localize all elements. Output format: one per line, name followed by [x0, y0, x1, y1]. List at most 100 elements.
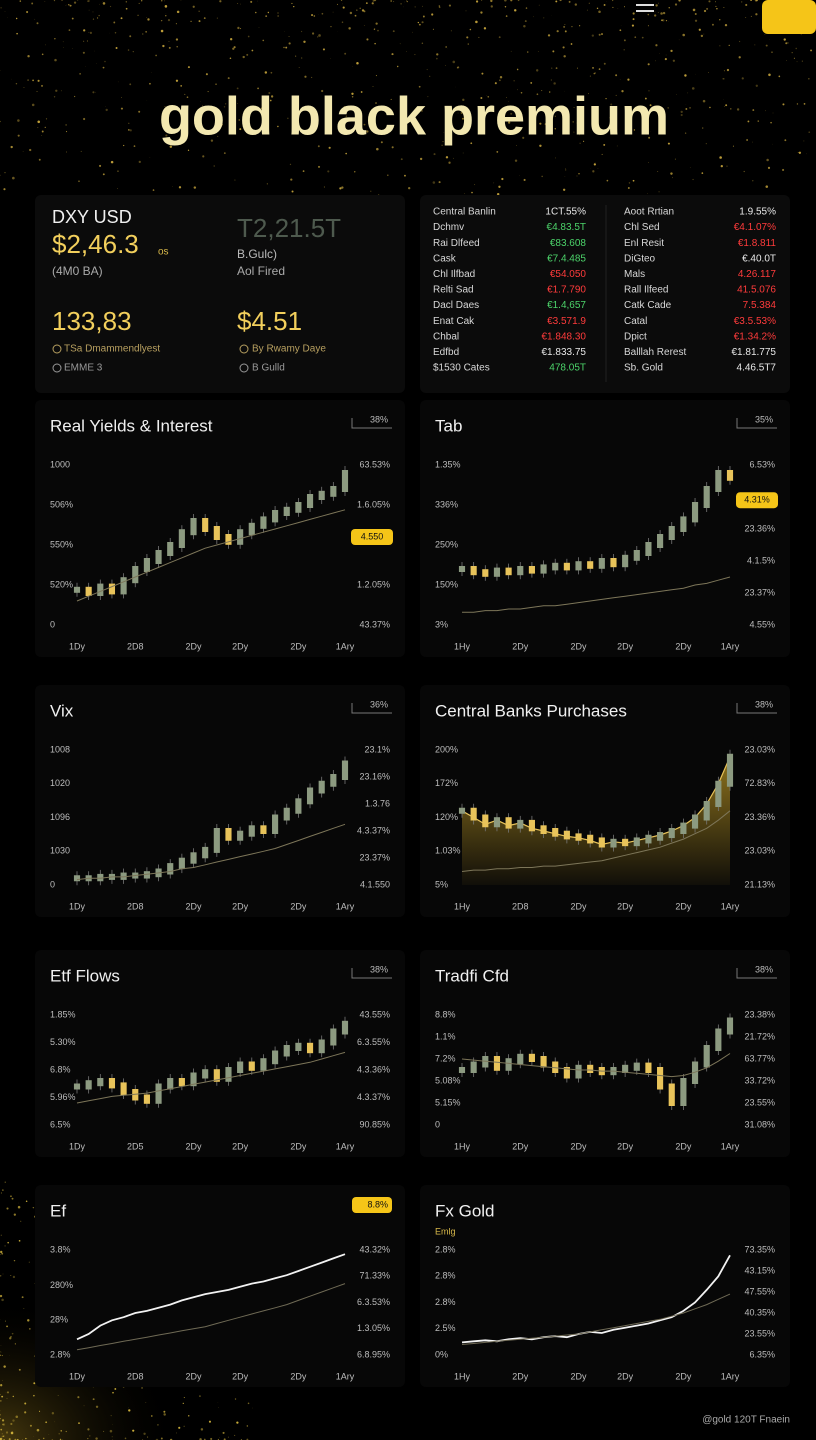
- sparkle: [238, 119, 240, 121]
- sparkle: [543, 17, 545, 19]
- candle: [563, 562, 570, 571]
- sparkle: [120, 17, 123, 20]
- sparkle: [603, 62, 606, 65]
- icon[interactable]: [636, 4, 654, 6]
- y-tick-label: 6.8%: [50, 1064, 71, 1074]
- y2-tick-label: 1.6.05%: [357, 499, 390, 509]
- sparkle: [570, 43, 573, 45]
- y-tick-label: 3.8%: [50, 1244, 71, 1254]
- y2-tick-label: 4.1.550: [360, 879, 390, 889]
- sparkle: [746, 139, 748, 141]
- x-tick-label: 2D8: [127, 901, 144, 911]
- sparkle: [562, 46, 565, 49]
- sparkle: [598, 68, 601, 70]
- sparkle: [0, 1351, 2, 1353]
- candle: [143, 558, 150, 572]
- sparkle: [187, 66, 190, 69]
- sparkle: [701, 172, 704, 174]
- sparkle: [4, 1245, 6, 1247]
- sparkle: [102, 66, 105, 69]
- sparkle: [750, 0, 753, 2]
- sparkle: [1, 1433, 3, 1435]
- candle: [691, 814, 699, 829]
- sparkle: [115, 47, 118, 49]
- sparkle: [730, 108, 732, 110]
- row-value: €1.34.2%: [734, 331, 776, 342]
- sparkle: [183, 1397, 185, 1399]
- sparkle: [0, 1384, 3, 1387]
- sparkle: [27, 79, 29, 81]
- sparkle: [768, 73, 771, 77]
- sparkle: [117, 81, 119, 83]
- sparkle: [124, 1437, 127, 1440]
- sparkle: [237, 2, 239, 5]
- sparkle: [304, 75, 307, 78]
- sparkle: [73, 95, 76, 98]
- icon[interactable]: [636, 10, 654, 12]
- sparkle: [470, 142, 473, 145]
- x-tick-label: 1Ary: [721, 1371, 740, 1381]
- sparkle: [374, 28, 376, 30]
- candle: [540, 1056, 547, 1068]
- candle: [505, 1058, 512, 1071]
- candle: [458, 807, 466, 814]
- corner-bracket: [351, 418, 392, 429]
- sparkle: [393, 1, 395, 3]
- sparkle: [4, 1181, 6, 1183]
- x-tick-label: 1Hy: [454, 641, 471, 651]
- sparkle: [24, 1411, 27, 1414]
- sparkle: [808, 131, 811, 134]
- sparkle: [160, 1437, 163, 1440]
- sparkle: [22, 151, 24, 152]
- sparkle: [689, 167, 691, 168]
- candle: [341, 760, 349, 780]
- row-value: €1.81.775: [732, 347, 777, 358]
- sparkle: [133, 145, 136, 147]
- stat-note: TSa Dmammendlyest: [64, 344, 160, 355]
- candle: [622, 554, 629, 568]
- candle: [540, 825, 547, 834]
- sparkle: [490, 5, 493, 8]
- sparkle: [494, 82, 497, 85]
- sparkle: [376, 147, 379, 151]
- menu-button[interactable]: [762, 0, 816, 34]
- sparkle: [720, 164, 723, 168]
- candle: [248, 522, 255, 536]
- y2-tick-label: 23.36%: [744, 812, 775, 822]
- sparkle: [326, 130, 329, 132]
- row-value: €1.833.75: [542, 347, 587, 358]
- sparkle: [361, 9, 365, 12]
- sparkle: [658, 2, 660, 4]
- sparkle: [4, 172, 6, 174]
- sparkle: [480, 0, 483, 1]
- sparkle: [1, 1351, 2, 1353]
- sparkle: [0, 174, 1, 176]
- sparkle: [27, 55, 30, 58]
- stat-value: T2,21.5T: [237, 213, 341, 243]
- sparkle: [164, 106, 166, 108]
- sparkle: [363, 25, 365, 26]
- sparkle: [723, 70, 725, 72]
- sparkle: [703, 9, 707, 13]
- sparkle: [229, 57, 232, 60]
- sparkle: [190, 20, 192, 22]
- sparkle: [92, 91, 95, 94]
- candle: [272, 510, 279, 523]
- sparkle: [23, 86, 25, 88]
- sparkle: [3, 188, 6, 191]
- candle: [283, 1045, 290, 1057]
- sparkle: [283, 46, 285, 49]
- sparkle: [219, 0, 222, 3]
- sparkle: [755, 84, 758, 87]
- sparkle: [516, 145, 518, 146]
- candle: [657, 832, 664, 841]
- sparkle: [431, 13, 434, 16]
- sparkle: [752, 180, 754, 182]
- sparkle: [128, 129, 130, 131]
- sparkle: [667, 142, 670, 145]
- sparkle: [616, 145, 618, 147]
- sparkle: [65, 124, 67, 126]
- sparkle: [199, 1395, 201, 1397]
- sparkle: [342, 6, 345, 9]
- sparkle: [4, 1320, 6, 1322]
